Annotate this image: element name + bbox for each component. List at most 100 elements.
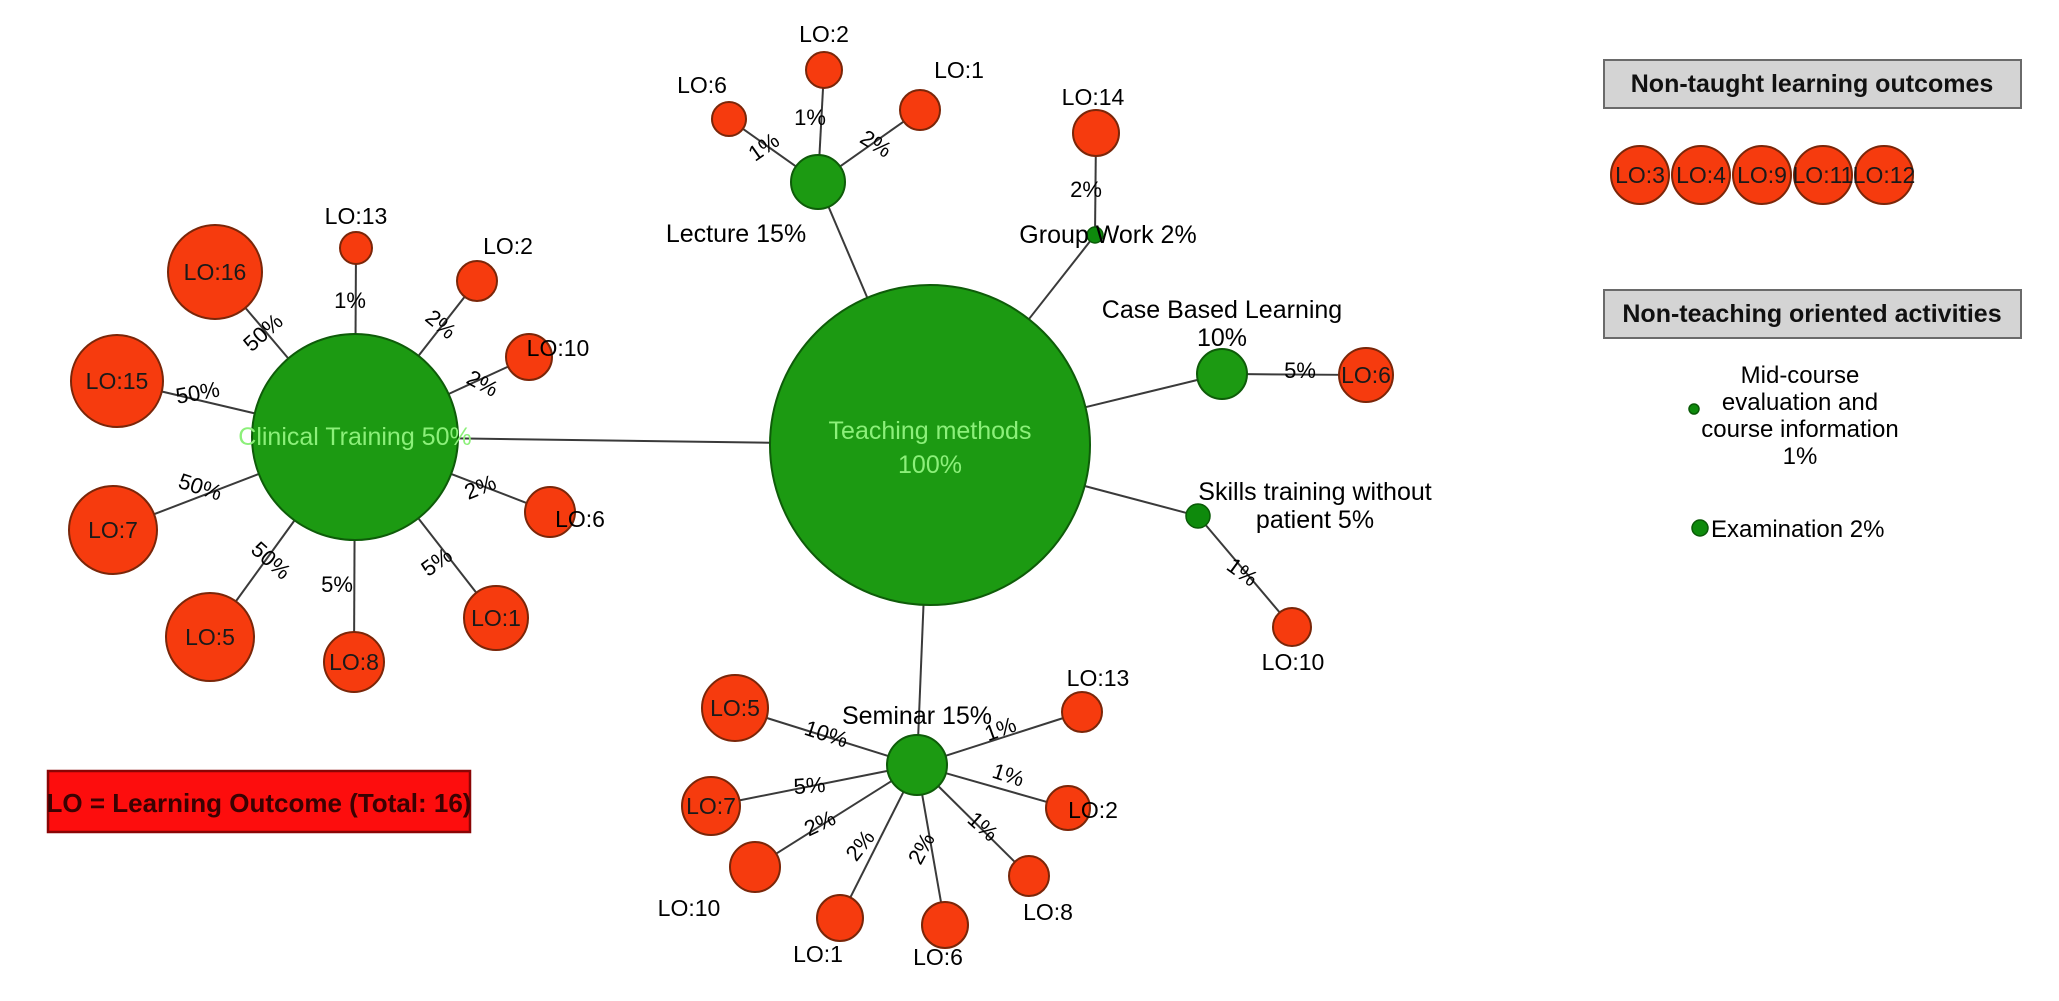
activity-mid-course-line2: evaluation and xyxy=(1722,389,1878,416)
node-st-lo10-label: LO:10 xyxy=(1262,649,1325,675)
edge-seminar-to-sem-lo8 xyxy=(937,785,1016,863)
node-lec-lo2[interactable] xyxy=(805,51,843,89)
edge-label-ct-lo10-percent: 2% xyxy=(463,365,503,402)
node-ct-lo2[interactable] xyxy=(456,260,498,302)
edge-seminar-to-sem-lo7 xyxy=(739,769,888,802)
node-teaching-methods[interactable] xyxy=(769,284,1091,606)
non-taught-node-lo12[interactable] xyxy=(1854,145,1914,205)
node-ct-lo6[interactable] xyxy=(524,486,576,538)
legend-label: LO = Learning Outcome (Total: 16) xyxy=(47,788,472,818)
node-ct-lo15-label: LO:15 xyxy=(86,368,149,394)
non-taught-node-list: LO:3 LO:4 LO:9 LO:11 LO:12 xyxy=(1610,145,1915,205)
non-taught-node-lo3[interactable] xyxy=(1610,145,1670,205)
mid-course-evaluation-dot xyxy=(1688,403,1700,415)
node-ct-lo2-label: LO:2 xyxy=(483,233,533,259)
edge-clinical-training-to-ct-lo1 xyxy=(417,517,478,594)
panel-non-teaching-title: Non-teaching oriented activities xyxy=(1622,300,2001,328)
node-sem-lo8-label: LO:8 xyxy=(1023,899,1073,925)
node-ct-lo13[interactable] xyxy=(339,231,373,265)
panel-non-taught-title: Non-taught learning outcomes xyxy=(1631,70,1994,98)
node-sem-lo2-label: LO:2 xyxy=(1068,797,1118,823)
node-teaching-methods-percent: 100% xyxy=(898,451,962,479)
edge-label-ct-lo1-percent: 5% xyxy=(416,542,456,581)
node-ct-lo16[interactable] xyxy=(167,224,263,320)
node-ct-lo16-label: LO:16 xyxy=(184,259,247,285)
edge-clinical-training-to-ct-lo5 xyxy=(235,519,296,602)
nodes-layer xyxy=(68,51,1394,949)
labels-layer: Teaching methods 100% Clinical Training 50… xyxy=(86,21,1432,970)
edge-seminar-to-sem-lo1 xyxy=(849,791,905,898)
node-case-based-learning-label: Case Based Learning xyxy=(1102,296,1342,324)
node-sem-lo13-label: LO:13 xyxy=(1067,665,1130,691)
panel-non-taught-header xyxy=(1603,59,2022,109)
edge-label-sem-lo7-percent: 5% xyxy=(793,772,826,799)
node-sem-lo10[interactable] xyxy=(729,841,781,893)
node-cbl-lo6-label: LO:6 xyxy=(1341,362,1391,388)
node-ct-lo13-label: LO:13 xyxy=(325,203,388,229)
node-sem-lo1-label: LO:1 xyxy=(793,941,843,967)
non-taught-node-label-3: LO:11 xyxy=(1793,162,1854,188)
node-lecture-label: Lecture 15% xyxy=(666,220,806,248)
edge-clinical-training-to-ct-lo7 xyxy=(153,473,260,516)
non-taught-node-lo9[interactable] xyxy=(1732,145,1792,205)
node-group-work[interactable] xyxy=(1086,226,1104,244)
node-lec-lo6-label: LO:6 xyxy=(677,72,727,98)
node-ct-lo5-label: LO:5 xyxy=(185,624,235,650)
non-taught-node-lo11[interactable] xyxy=(1793,145,1853,205)
non-taught-node-lo4[interactable] xyxy=(1671,145,1731,205)
node-ct-lo8-label: LO:8 xyxy=(329,649,379,675)
panel-non-teaching-activities: Non-teaching oriented activities Mid-cou… xyxy=(1603,289,2022,543)
node-sem-lo13[interactable] xyxy=(1061,691,1103,733)
node-lec-lo6[interactable] xyxy=(711,101,747,137)
activity-mid-course-line4: 1% xyxy=(1783,443,1818,470)
edge-group-work-to-gw-lo14 xyxy=(1094,155,1097,228)
non-taught-node-label-1: LO:4 xyxy=(1676,162,1726,188)
node-sem-lo2[interactable] xyxy=(1045,785,1091,831)
node-ct-lo8[interactable] xyxy=(323,631,385,693)
edge-label-gw-lo14-percent: 2% xyxy=(1070,177,1102,202)
node-cbl-lo6[interactable] xyxy=(1338,347,1394,403)
node-teaching-methods-label: Teaching methods xyxy=(829,417,1032,445)
node-case-based-learning[interactable] xyxy=(1196,348,1248,400)
edge-label-ct-lo13-percent: 1% xyxy=(334,288,366,313)
node-clinical-training[interactable] xyxy=(251,333,459,541)
edge-center-to-skills-training xyxy=(1084,485,1187,514)
edge-clinical-training-to-ct-lo15 xyxy=(161,390,255,415)
node-ct-lo7[interactable] xyxy=(68,485,158,575)
node-skills-training-label: Skills training without xyxy=(1198,478,1431,506)
node-lec-lo1[interactable] xyxy=(899,89,941,131)
activity-examination-label: Examination 2% xyxy=(1711,516,1884,543)
node-sem-lo8[interactable] xyxy=(1008,855,1050,897)
node-seminar-label: Seminar 15% xyxy=(842,702,992,730)
node-seminar[interactable] xyxy=(886,734,948,796)
node-group-work-label: Group Work 2% xyxy=(1019,221,1196,249)
node-sem-lo1[interactable] xyxy=(816,894,864,942)
edge-center-to-group-work xyxy=(1028,240,1091,320)
node-lec-lo2-label: LO:2 xyxy=(799,21,849,47)
edge-center-to-case-based-learning xyxy=(1085,378,1198,409)
edge-skills-training-to-st-lo10 xyxy=(1204,524,1281,614)
node-gw-lo14[interactable] xyxy=(1072,109,1120,157)
node-ct-lo7-label: LO:7 xyxy=(88,517,138,543)
non-taught-node-label-2: LO:9 xyxy=(1737,162,1787,188)
node-lec-lo1-label: LO:1 xyxy=(934,57,984,83)
node-gw-lo14-label: LO:14 xyxy=(1062,84,1125,110)
node-st-lo10[interactable] xyxy=(1272,607,1312,647)
edge-clinical-training-to-ct-lo16 xyxy=(244,307,290,360)
node-lecture[interactable] xyxy=(790,154,846,210)
activity-mid-course-line3: course information xyxy=(1701,416,1898,443)
node-ct-lo1[interactable] xyxy=(463,585,529,651)
node-sem-lo5[interactable] xyxy=(701,674,769,742)
non-taught-node-label-0: LO:3 xyxy=(1615,162,1665,188)
node-sem-lo7[interactable] xyxy=(681,776,741,836)
edge-label-lec-lo2-percent: 1% xyxy=(794,105,826,130)
node-ct-lo15[interactable] xyxy=(70,334,164,428)
node-skills-training[interactable] xyxy=(1185,503,1211,529)
edge-label-ct-lo8-percent: 5% xyxy=(321,572,353,597)
node-ct-lo10[interactable] xyxy=(505,333,553,381)
edge-case-based-learning-to-cbl-lo6 xyxy=(1246,373,1340,376)
node-sem-lo6[interactable] xyxy=(921,901,969,949)
node-ct-lo5[interactable] xyxy=(165,592,255,682)
edge-label-ct-lo7-percent: 50% xyxy=(176,468,226,505)
